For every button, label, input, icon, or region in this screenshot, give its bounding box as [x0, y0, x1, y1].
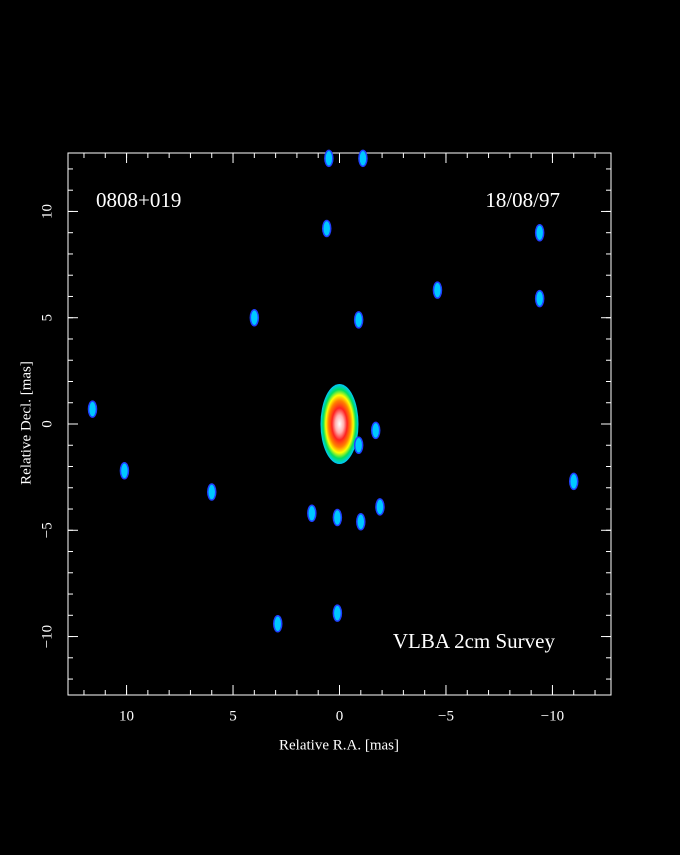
y-tick-label: 0	[39, 420, 55, 428]
component	[332, 508, 343, 527]
x-tick-label: 0	[336, 708, 344, 724]
component	[332, 604, 343, 622]
component	[353, 436, 364, 455]
component	[206, 483, 217, 501]
y-tick-label: −5	[39, 522, 55, 538]
component	[375, 498, 385, 516]
component	[534, 289, 545, 308]
y-tick-label: 10	[39, 204, 55, 219]
component	[353, 311, 364, 329]
component	[356, 513, 366, 531]
x-tick-label: −5	[438, 708, 454, 724]
component	[321, 219, 332, 238]
x-tick-label: −10	[541, 708, 564, 724]
date: 18/08/97	[485, 188, 560, 212]
component	[249, 308, 260, 327]
core-component	[320, 384, 359, 464]
x-axis-label: Relative R.A. [mas]	[279, 737, 399, 753]
component	[534, 223, 545, 242]
y-axis-label: Relative Decl. [mas]	[18, 361, 34, 485]
component	[370, 421, 381, 440]
survey: VLBA 2cm Survey	[393, 629, 556, 653]
component	[307, 504, 317, 523]
component	[568, 472, 579, 491]
component	[87, 400, 98, 418]
component	[432, 281, 443, 299]
component	[324, 149, 334, 168]
y-tick-label: −10	[39, 625, 55, 648]
x-tick-label: 10	[119, 708, 134, 724]
y-tick-label: 5	[39, 314, 55, 322]
source-name: 0808+019	[96, 188, 181, 212]
component	[272, 615, 283, 633]
x-tick-label: 5	[229, 708, 237, 724]
component	[358, 149, 368, 168]
component	[119, 462, 130, 480]
